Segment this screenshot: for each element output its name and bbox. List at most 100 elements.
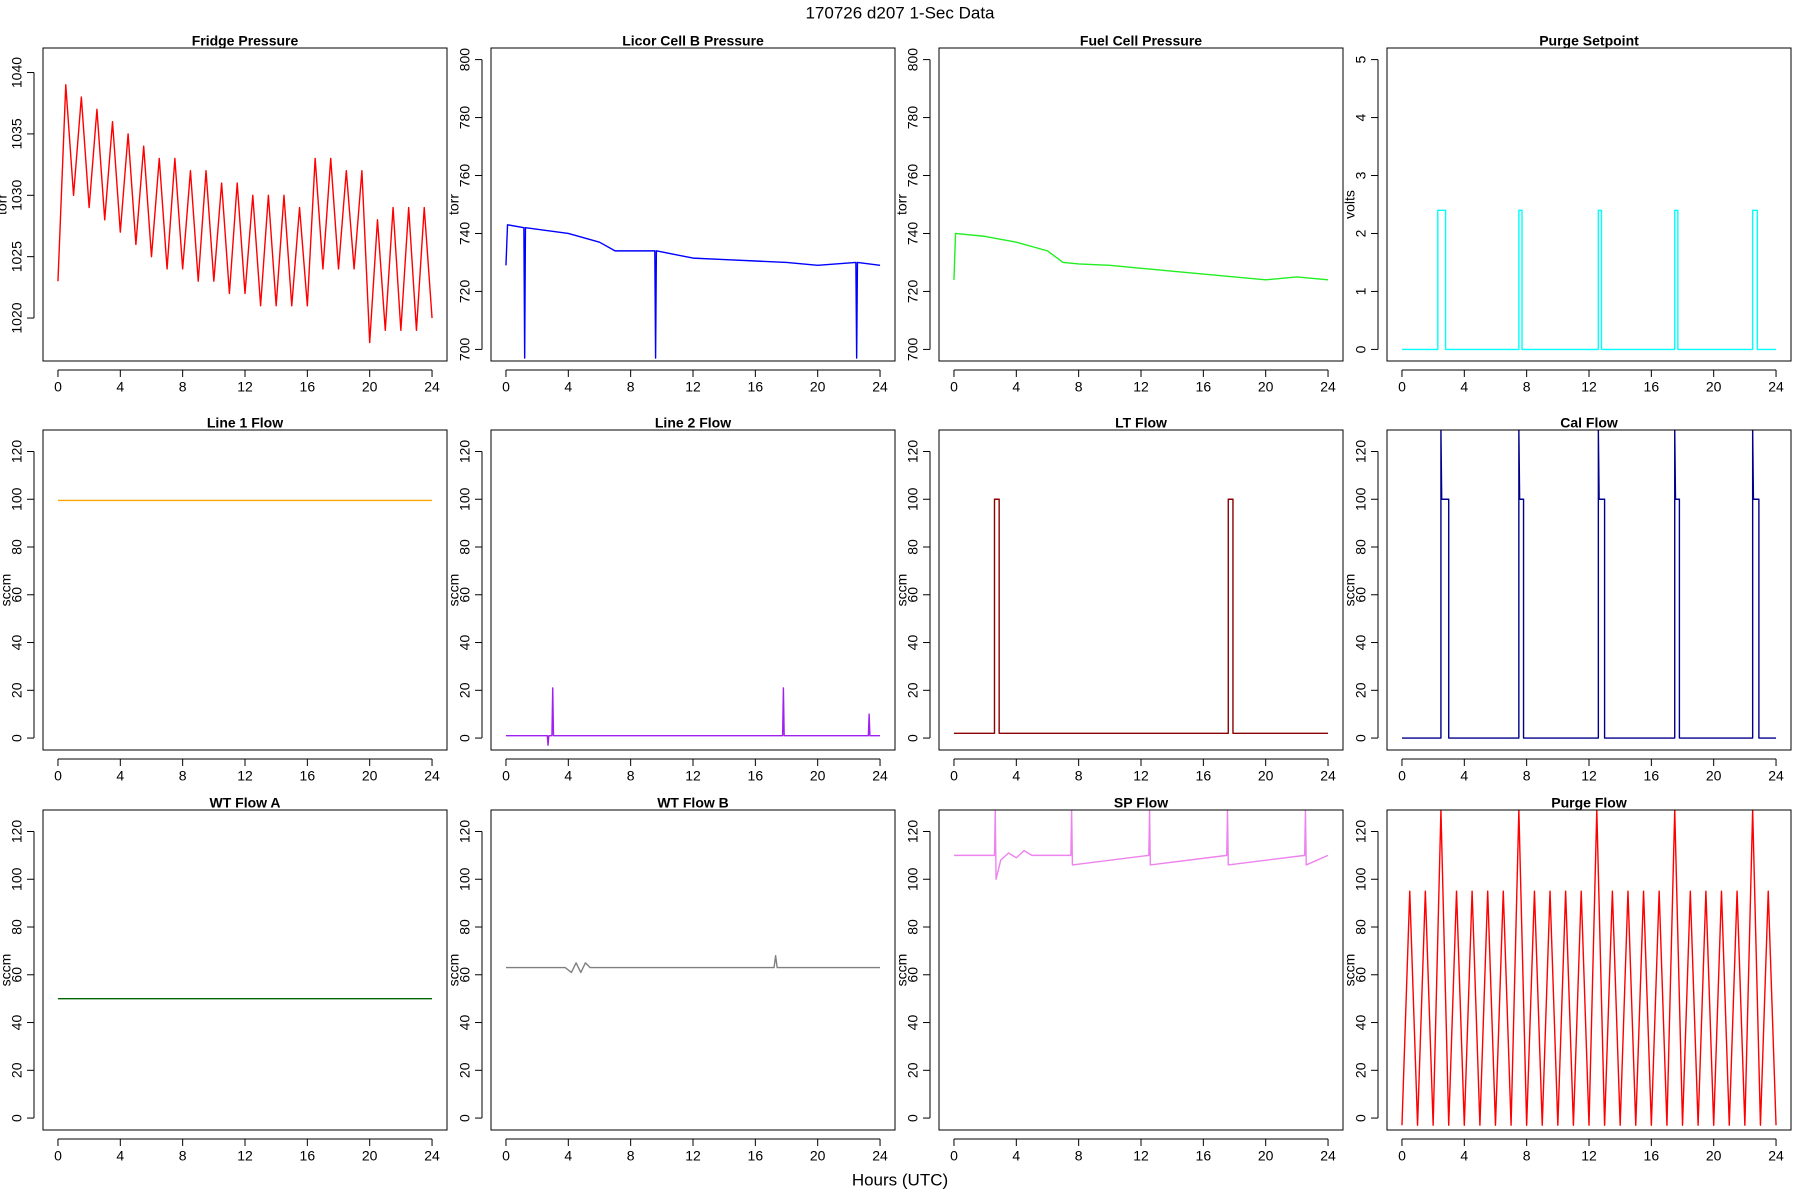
y-tick-label: 100 (457, 867, 473, 891)
x-tick-label: 24 (1320, 768, 1336, 784)
x-tick-label: 16 (1644, 379, 1660, 395)
y-axis-title: sccm (894, 954, 910, 987)
x-tick-label: 12 (1133, 379, 1149, 395)
y-tick-label: 20 (457, 682, 473, 698)
y-tick-label: 700 (905, 338, 921, 362)
plot-area (953, 810, 1329, 880)
x-tick-label: 12 (1133, 768, 1149, 784)
x-tick-label: 16 (300, 768, 316, 784)
data-line (505, 954, 881, 974)
y-tick-label: 40 (457, 1015, 473, 1031)
panel: Line 1 Flow 0 4 8 12 16 20 24 0 20 40 60 80 100 120 scc… (0, 415, 448, 784)
panel: LT Flow 0 4 8 12 16 20 24 0 20 40 60 80 100 120 sccm (894, 415, 1344, 784)
y-tick-label: 80 (9, 539, 25, 555)
y-tick-label: 40 (1353, 1015, 1369, 1031)
data-line (57, 84, 433, 344)
x-tick-label: 0 (950, 1148, 958, 1164)
x-tick-label: 4 (1460, 379, 1468, 395)
plot-area (505, 224, 881, 359)
panel-title: Fuel Cell Pressure (1080, 33, 1202, 49)
x-tick-label: 8 (1075, 768, 1083, 784)
x-tick-label: 20 (1258, 1148, 1274, 1164)
x-tick-label: 0 (502, 768, 510, 784)
plot-area (1401, 810, 1777, 1126)
y-tick-label: 20 (1353, 1062, 1369, 1078)
panel: Cal Flow 0 4 8 12 16 20 24 0 20 40 60 80 100 120 sccm (1342, 415, 1792, 784)
panel: WT Flow B 0 4 8 12 16 20 24 0 20 40 60 80 100 120 sccm (446, 795, 896, 1164)
plot-frame (42, 429, 448, 751)
x-tick-label: 20 (362, 1148, 378, 1164)
plot-frame (42, 809, 448, 1131)
y-tick-label: 0 (9, 1114, 25, 1122)
y-tick-label: 120 (905, 820, 921, 844)
panel-title: Fridge Pressure (192, 33, 299, 49)
x-tick-label: 4 (1012, 768, 1020, 784)
x-tick-label: 8 (627, 768, 635, 784)
x-tick-label: 0 (54, 1148, 62, 1164)
x-tick-label: 24 (872, 379, 888, 395)
panel-title: Line 2 Flow (655, 415, 731, 431)
y-tick-label: 60 (9, 587, 25, 603)
plot-frame (490, 47, 896, 362)
x-tick-label: 24 (1768, 379, 1784, 395)
x-tick-label: 0 (502, 379, 510, 395)
y-axis-title: sccm (0, 574, 14, 607)
y-tick-label: 60 (1353, 967, 1369, 983)
y-tick-label: 720 (457, 280, 473, 304)
plot-area (953, 232, 1329, 281)
y-tick-label: 760 (457, 164, 473, 188)
x-tick-label: 4 (1460, 768, 1468, 784)
main-title: 170726 d207 1-Sec Data (805, 3, 995, 22)
y-tick-label: 1020 (9, 302, 25, 333)
x-tick-label: 16 (300, 379, 316, 395)
y-tick-label: 20 (905, 1062, 921, 1078)
panel: Fridge Pressure 0 4 8 12 16 20 24 1020 1025 1030 10… (0, 33, 448, 395)
plot-frame (1386, 809, 1792, 1131)
y-tick-label: 20 (9, 682, 25, 698)
plot-frame (1386, 429, 1792, 751)
x-tick-label: 12 (685, 1148, 701, 1164)
y-tick-label: 60 (905, 967, 921, 983)
y-tick-label: 0 (905, 1114, 921, 1122)
y-tick-label: 1030 (9, 180, 25, 211)
x-tick-label: 4 (564, 1148, 572, 1164)
x-tick-label: 16 (748, 1148, 764, 1164)
y-tick-label: 100 (1353, 867, 1369, 891)
y-tick-label: 20 (905, 682, 921, 698)
x-tick-label: 8 (1523, 768, 1531, 784)
x-tick-label: 24 (1768, 1148, 1784, 1164)
y-tick-label: 80 (905, 539, 921, 555)
x-tick-label: 12 (1581, 768, 1597, 784)
y-tick-label: 60 (1353, 587, 1369, 603)
x-tick-label: 4 (116, 1148, 124, 1164)
panel: SP Flow 0 4 8 12 16 20 24 0 20 40 60 80 100 120 sccm (894, 795, 1344, 1164)
y-tick-label: 0 (9, 734, 25, 742)
x-tick-label: 0 (54, 379, 62, 395)
panel: WT Flow A 0 4 8 12 16 20 24 0 20 40 60 80 100 120 sccm (0, 795, 448, 1164)
y-tick-label: 100 (905, 487, 921, 511)
y-tick-label: 1 (1353, 287, 1369, 295)
x-tick-label: 20 (1258, 379, 1274, 395)
panel-title: Purge Setpoint (1539, 33, 1639, 49)
y-tick-label: 1040 (9, 57, 25, 88)
data-line (505, 224, 881, 359)
y-tick-label: 80 (905, 919, 921, 935)
y-tick-label: 80 (1353, 539, 1369, 555)
x-tick-label: 20 (1258, 768, 1274, 784)
x-tick-label: 4 (116, 379, 124, 395)
x-tick-label: 12 (237, 1148, 253, 1164)
y-axis-title: torr (446, 194, 462, 215)
x-tick-label: 0 (1398, 768, 1406, 784)
plot-frame (938, 429, 1344, 751)
x-tick-label: 12 (1581, 1148, 1597, 1164)
y-tick-label: 800 (905, 48, 921, 72)
x-tick-label: 12 (685, 379, 701, 395)
panel-title: LT Flow (1115, 415, 1167, 431)
x-tick-label: 16 (300, 1148, 316, 1164)
panel-title: SP Flow (1114, 795, 1168, 811)
data-line (953, 810, 1329, 880)
y-tick-label: 0 (1353, 345, 1369, 353)
x-tick-label: 0 (950, 768, 958, 784)
